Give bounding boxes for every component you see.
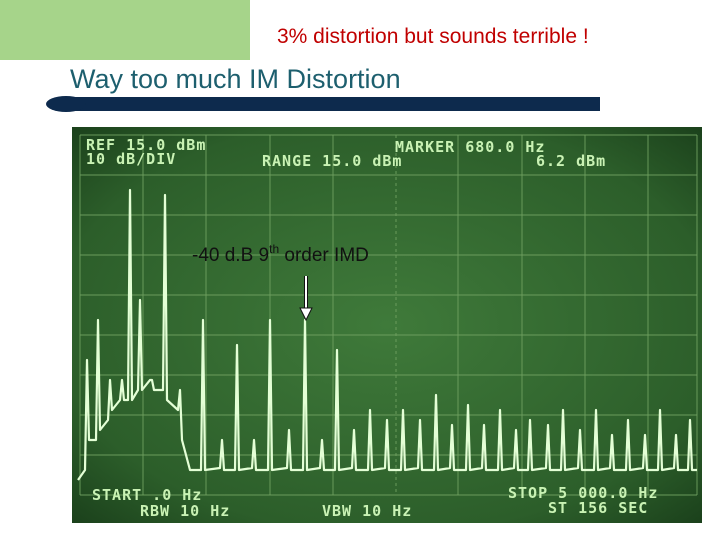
- spectrum-trace: [77, 188, 697, 481]
- title-bar-end: [46, 96, 86, 112]
- subtitle: 3% distortion but sounds terrible !: [277, 25, 589, 48]
- screen-label: VBW 10 Hz: [322, 502, 412, 520]
- screen-label: 6.2 dBm: [536, 152, 606, 170]
- screen-label: START .0 Hz: [92, 486, 202, 504]
- accent-panel: [0, 0, 250, 60]
- annotation-text: -40 d.B 9: [192, 245, 269, 266]
- annotation-suffix: order IMD: [279, 245, 369, 266]
- screen-label: MARKER 680.0 Hz: [395, 138, 545, 156]
- screen-label: RANGE 15.0 dBm: [262, 152, 402, 170]
- title: Way too much IM Distortion: [70, 64, 401, 94]
- screen-label: ST 156 SEC: [548, 499, 648, 517]
- screen-label: RBW 10 Hz: [140, 502, 230, 520]
- annotation-arrow: [299, 276, 313, 322]
- annotation: -40 d.B 9th order IMD: [192, 242, 369, 266]
- screen-label: STOP 5 000.0 Hz: [508, 484, 658, 502]
- annotation-superscript: th: [269, 242, 279, 256]
- screen-label: REF 15.0 dBm: [86, 136, 206, 154]
- title-bar: [58, 97, 600, 111]
- screen-label: 10 dB/DIV: [86, 150, 176, 168]
